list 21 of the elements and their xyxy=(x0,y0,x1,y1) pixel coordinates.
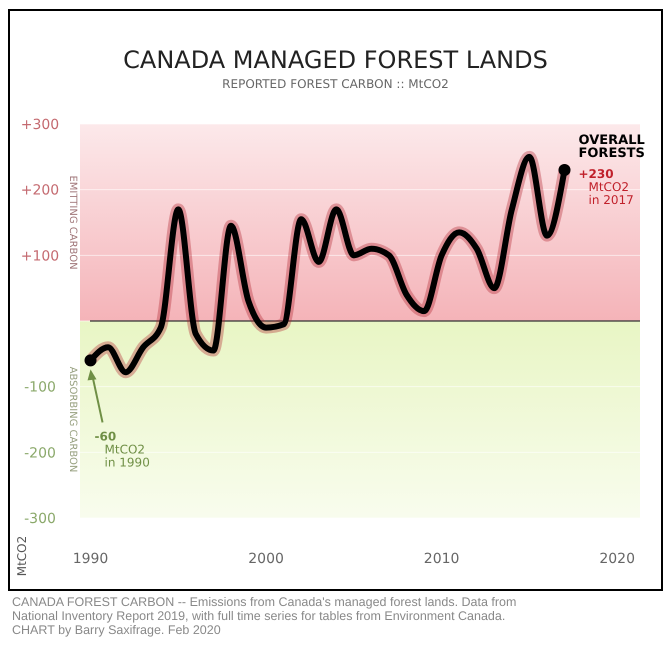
y-tick-label: -100 xyxy=(24,380,56,396)
text: CHART by Barry Saxifrage. Feb 2020 xyxy=(12,623,221,637)
x-tick-label: 2010 xyxy=(424,551,460,567)
band-label: EMITTING CARBON xyxy=(67,175,78,270)
y-tick-label: +100 xyxy=(20,248,60,264)
y-tick-label: +200 xyxy=(20,182,60,199)
x-tick-label: 2020 xyxy=(599,551,635,567)
chart-subtitle: REPORTED FOREST CARBON :: MtCO2 xyxy=(222,77,449,91)
band-label: ABSORBING CARBON xyxy=(67,366,78,472)
annotation: -60 MtCO2 in 1990 xyxy=(94,429,150,470)
y-tick-label: +300 xyxy=(20,117,60,133)
text: CANADA FOREST CARBON -- Emissions from Canada's managed forest lands. Data from xyxy=(12,595,516,609)
x-tick-label: 1990 xyxy=(72,551,108,567)
x-tick-label: 2000 xyxy=(248,551,284,567)
y-axis-title: MtCO2 xyxy=(15,536,29,576)
y-tick-label: -300 xyxy=(24,511,56,527)
chart-title: CANADA MANAGED FOREST LANDS xyxy=(123,46,548,74)
y-tick-label: -200 xyxy=(24,445,56,462)
series-label: OVERALL FORESTS xyxy=(578,132,645,161)
text: National Inventory Report 2019, with full time series for tables from Environment Canada. xyxy=(12,609,506,623)
annotation: +230 MtCO2 in 2017 xyxy=(578,166,634,207)
